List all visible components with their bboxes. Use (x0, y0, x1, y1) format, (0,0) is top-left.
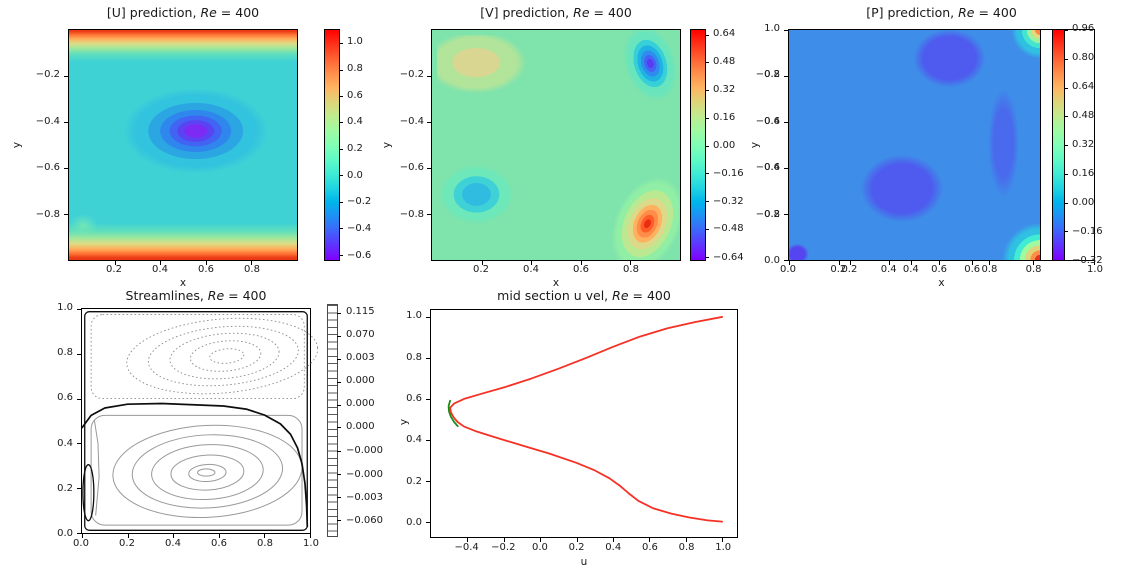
mid-title-text: mid section u vel, (497, 288, 613, 303)
p-low-blob-top (901, 30, 998, 99)
p-x-axis-ticks: 0.0 0.2 0.2 0.4 0.4 0.6 0.6 0.8 0.8 1.0 (780, 264, 1103, 275)
u-plot-axes (64, 29, 298, 265)
streamlines-x-axis-ticks: 0.0 0.2 0.4 0.6 0.8 1.0 (73, 538, 319, 549)
streamlines-title-text: Streamlines, (125, 288, 208, 303)
p-colorbar-labels: 0.96 0.80 0.64 0.48 0.32 0.16 0.00 −0.16 −0.32 (1072, 23, 1103, 266)
u-title-value: = 400 (216, 5, 260, 20)
p-low-blob-bottom (849, 145, 955, 233)
mid-section-xaxis-label: u (580, 556, 588, 568)
v-xaxis-label: x (552, 277, 560, 289)
streamlines-title-value: = 400 (224, 288, 267, 303)
mid-section-y-axis-ticks: 1.0 0.8 0.6 0.4 0.2 0.0 (406, 310, 422, 529)
p-colorbar (1052, 29, 1068, 261)
u-colorbar-labels: 1.0 0.8 0.6 0.4 0.2 0.0 −0.2 −0.4 −0.6 (347, 36, 372, 261)
mid-title-value: = 400 (628, 288, 671, 303)
v-yaxis-label: y (381, 141, 393, 149)
p-yaxis-label: y (749, 141, 761, 149)
p-high-corner-top-right (984, 30, 1040, 86)
streamlines-plot-title: Streamlines, Re = 400 (81, 288, 311, 303)
v-tan-patch (436, 34, 549, 104)
v-y-axis-ticks: −0.2 −0.4 −0.6 −0.8 (399, 69, 424, 220)
u-colorbar (324, 29, 343, 261)
u-yaxis-label: y (11, 141, 23, 149)
u-plot-title: [U] prediction, Re = 400 (68, 5, 298, 20)
u-bottom-wall-band (69, 223, 297, 260)
u-x-axis-ticks: 0.2 0.4 0.6 0.8 (106, 264, 260, 275)
u-title-text: [U] prediction, (106, 5, 201, 20)
streamlines-y-axis-ticks: 1.0 0.8 0.6 0.4 0.2 0.0 (57, 302, 73, 539)
mid-section-x-axis-ticks: −0.4 −0.2 0.0 0.2 0.4 0.6 0.8 1.0 (454, 542, 732, 553)
p-title-re: Re (958, 5, 975, 20)
v-plot-title: [V] prediction, Re = 400 (431, 5, 681, 20)
u-y-axis-ticks: −0.2 −0.4 −0.6 −0.8 (35, 69, 60, 220)
p-title-value: = 400 (974, 5, 1017, 20)
u-xaxis-label: x (179, 277, 187, 289)
p-contour-field (789, 30, 1041, 260)
p-title-text: [P] prediction, (866, 5, 959, 20)
p-plot-title: [P] prediction, Re = 400 (788, 5, 1095, 20)
u-contour-field (69, 30, 297, 260)
v-title-value: = 400 (589, 5, 632, 20)
mid-section-yaxis-label: y (398, 418, 410, 426)
v-plot-axes (427, 29, 681, 265)
streamlines-colorbar-labels: 0.115 0.070 0.003 0.000 0.000 0.000 −0.000 −0.0… (346, 306, 384, 526)
v-x-axis-ticks: 0.2 0.4 0.6 0.8 (473, 264, 639, 275)
v-cyan-blob (436, 156, 532, 235)
p-y-axis-ticks: 1.0 0.8 −0.2 0.6 −0.4 0.4 −0.6 0.2 −0.8 0.0 (755, 23, 780, 266)
p-corner-spot-bottom-left (789, 239, 815, 260)
streamlines-plot-axes (77, 308, 319, 538)
p-plot-axes (784, 29, 1095, 265)
v-colorbar-labels: 0.64 0.48 0.32 0.16 0.00 −0.16 −0.32 −0.48 −0.64 (713, 27, 744, 263)
v-positive-blob (581, 128, 680, 260)
v-title-text: [V] prediction, (480, 5, 574, 20)
mid-title-re: Re (612, 288, 629, 303)
p-low-band-right (982, 66, 1025, 219)
streamlines-title-re: Re (207, 288, 225, 303)
v-colorbar (690, 29, 709, 261)
u-title-re: Re (200, 5, 217, 20)
p-xaxis-label: x (938, 277, 945, 289)
streamlines-colorbar (327, 304, 341, 537)
mid-section-plot-axes (426, 309, 738, 542)
mid-section-plot-title: mid section u vel, Re = 400 (430, 288, 738, 303)
v-contour-field (432, 30, 680, 260)
p-high-corner-bottom-right (974, 195, 1040, 260)
v-negative-blob (592, 30, 680, 154)
v-title-re: Re (573, 5, 590, 20)
u-top-wall-band (69, 30, 297, 63)
u-corner-spot (69, 209, 111, 242)
u-low-velocity-core (96, 76, 275, 187)
